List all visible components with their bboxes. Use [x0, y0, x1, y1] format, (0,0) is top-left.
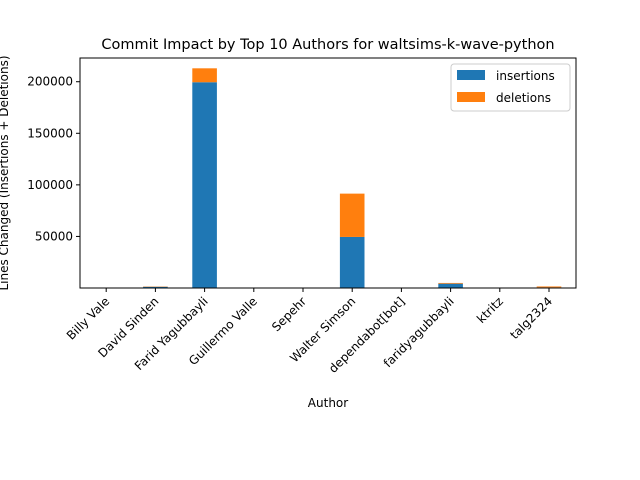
x-tick-label-8: ktritz: [474, 294, 506, 326]
legend-swatch-insertions: [457, 70, 485, 80]
x-axis-label: Author: [308, 396, 348, 410]
x-tick-label-9: talg2324: [507, 294, 555, 342]
chart-title: Commit Impact by Top 10 Authors for walt…: [101, 37, 554, 53]
y-tick-label-2: 150000: [27, 126, 73, 140]
x-tick-label-4: Sepehr: [269, 294, 309, 334]
bar-deletions-9: [536, 286, 562, 288]
legend-swatch-deletions: [457, 92, 485, 102]
y-axis: 50000 100000 150000 200000: [27, 75, 80, 243]
plot-frame: [79, 57, 577, 289]
y-axis-label: Lines Changed (Insertions + Deletions): [0, 55, 11, 290]
y-tick-label-3: 200000: [27, 75, 73, 89]
bar-insertions-7: [438, 283, 463, 288]
x-tick-label-0: Billy Vale: [64, 294, 112, 342]
bar-deletions-7: [438, 282, 463, 284]
bars-group: [93, 68, 562, 288]
bar-deletions-5: [339, 193, 365, 237]
bar-deletions-2: [192, 68, 217, 83]
y-tick-label-0: 50000: [35, 229, 73, 243]
bar-insertions-2: [192, 82, 217, 288]
legend-label-insertions: insertions: [496, 69, 555, 83]
legend-label-deletions: deletions: [496, 91, 551, 105]
bar-insertions-1: [143, 286, 168, 288]
legend: insertions deletions: [450, 63, 571, 112]
bar-insertions-5: [339, 236, 365, 288]
y-tick-label-1: 100000: [27, 178, 73, 192]
